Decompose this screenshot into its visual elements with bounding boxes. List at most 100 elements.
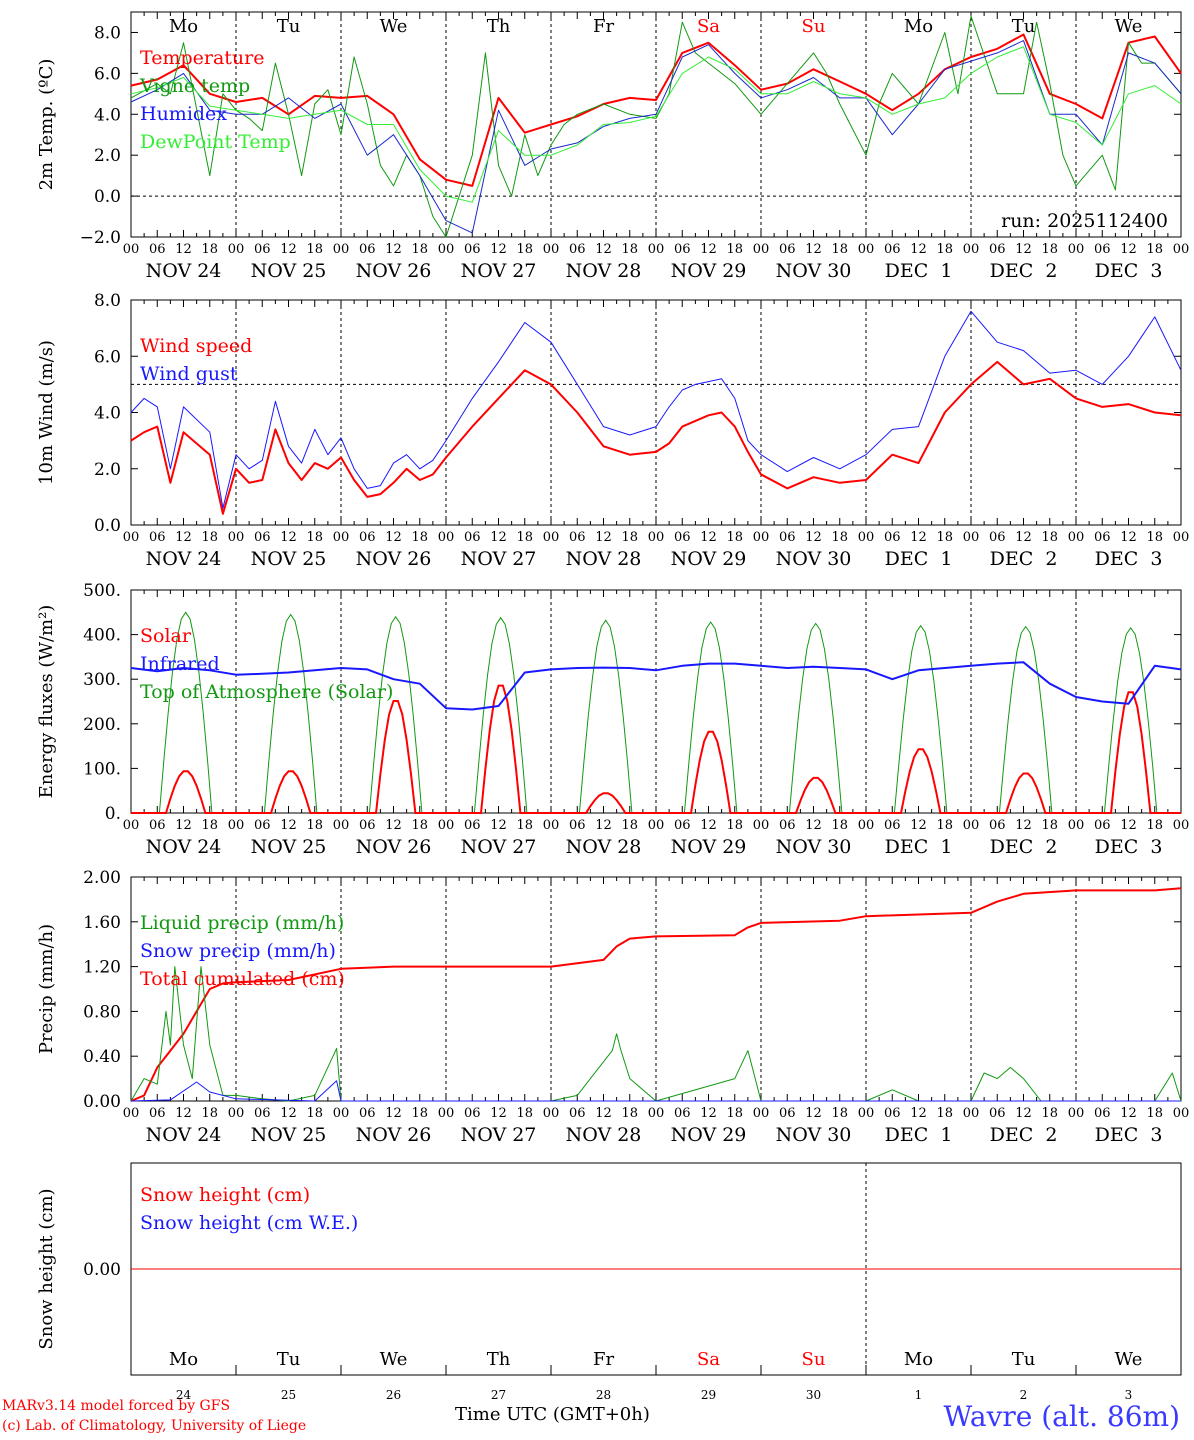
temp-hour-label: 12 bbox=[175, 242, 192, 257]
flux-hour-label: 12 bbox=[805, 818, 822, 833]
precip-hour-label: 06 bbox=[359, 1106, 376, 1121]
snow-y-tick-label: 0.00 bbox=[83, 1260, 121, 1280]
temp-hour-label: 18 bbox=[621, 242, 638, 257]
wind-hour-label: 06 bbox=[884, 530, 901, 545]
precip-date-label: NOV 26 bbox=[356, 1124, 432, 1146]
wind-hour-label: 18 bbox=[516, 530, 533, 545]
day-number-label: 1 bbox=[915, 1388, 923, 1402]
wind-hour-label: 12 bbox=[805, 530, 822, 545]
wind-date-label: NOV 24 bbox=[146, 548, 222, 570]
precip-hour-label: 12 bbox=[910, 1106, 927, 1121]
flux-hour-label: 18 bbox=[621, 818, 638, 833]
precip-hour-label: 00 bbox=[123, 1106, 140, 1121]
flux-hour-label: 12 bbox=[595, 818, 612, 833]
temp-hour-label: 12 bbox=[595, 242, 612, 257]
weekday-label: Su bbox=[802, 1349, 826, 1370]
temp-hour-label: 12 bbox=[490, 242, 507, 257]
day-number-label: 3 bbox=[1125, 1388, 1133, 1402]
wind-hour-label: 06 bbox=[254, 530, 271, 545]
wind-date-label: DEC 3 bbox=[1095, 548, 1163, 570]
precip-hour-label: 06 bbox=[674, 1106, 691, 1121]
temp-legend-entry: Temperature bbox=[140, 47, 264, 69]
flux-series-infrared bbox=[130, 661, 1182, 711]
weekday-label: Mo bbox=[904, 1349, 933, 1370]
temp-date-label: NOV 28 bbox=[566, 260, 642, 282]
precip-hour-label: 00 bbox=[858, 1106, 875, 1121]
weekday-label: We bbox=[380, 1349, 408, 1370]
wind-y-tick-label: 0.0 bbox=[94, 516, 121, 536]
flux-hour-label: 18 bbox=[411, 818, 428, 833]
flux-hour-label: 06 bbox=[779, 818, 796, 833]
precip-date-label: NOV 25 bbox=[251, 1124, 327, 1146]
temp-hour-label: 18 bbox=[726, 242, 743, 257]
temp-y-tick-label: 6.0 bbox=[94, 64, 121, 84]
wind-hour-label: 18 bbox=[936, 530, 953, 545]
weekday-label: Tu bbox=[277, 16, 301, 37]
wind-hour-label: 12 bbox=[595, 530, 612, 545]
flux-date-label: DEC 1 bbox=[885, 836, 953, 858]
temp-frame bbox=[130, 11, 1182, 238]
temp-date-label: DEC 2 bbox=[990, 260, 1058, 282]
flux-hour-label: 00 bbox=[753, 818, 770, 833]
flux-hour-label: 18 bbox=[516, 818, 533, 833]
precip-hour-label: 12 bbox=[385, 1106, 402, 1121]
wind-hour-label: 18 bbox=[201, 530, 218, 545]
wind-hour-label: 18 bbox=[411, 530, 428, 545]
wind-date-label: DEC 2 bbox=[990, 548, 1058, 570]
model-credit: MARv3.14 model forced by GFS bbox=[2, 1398, 231, 1414]
wind-hour-label: 18 bbox=[1041, 530, 1058, 545]
weekday-label: Sa bbox=[697, 16, 720, 37]
flux-hour-label: 06 bbox=[1094, 818, 1111, 833]
temp-hour-label: 12 bbox=[1120, 242, 1137, 257]
precip-legend-entry: Snow precip (mm/h) bbox=[140, 940, 336, 962]
flux-hour-label: 00 bbox=[333, 818, 350, 833]
precip-date-label: NOV 30 bbox=[776, 1124, 852, 1146]
temp-hour-label: 06 bbox=[989, 242, 1006, 257]
precip-hour-label: 06 bbox=[569, 1106, 586, 1121]
time-axis-title: Time UTC (GMT+0h) bbox=[455, 1404, 650, 1425]
day-number-label: 29 bbox=[701, 1388, 716, 1402]
temp-hour-label: 06 bbox=[464, 242, 481, 257]
flux-hour-label: 00 bbox=[858, 818, 875, 833]
flux-y-tick-label: 200. bbox=[83, 715, 121, 735]
flux-date-label: NOV 24 bbox=[146, 836, 222, 858]
wind-hour-label: 00 bbox=[228, 530, 245, 545]
wind-hour-label: 18 bbox=[621, 530, 638, 545]
wind-hour-label: 06 bbox=[464, 530, 481, 545]
flux-hour-label: 00 bbox=[1068, 818, 1085, 833]
flux-y-tick-label: 300. bbox=[83, 670, 121, 690]
flux-date-label: NOV 27 bbox=[461, 836, 537, 858]
wind-date-label: NOV 29 bbox=[671, 548, 747, 570]
snow-legend-entry: Snow height (cm W.E.) bbox=[140, 1212, 358, 1234]
precip-hour-label: 06 bbox=[149, 1106, 166, 1121]
temp-hour-label: 18 bbox=[201, 242, 218, 257]
precip-legend-entry: Liquid precip (mm/h) bbox=[140, 912, 344, 934]
flux-y-tick-label: 100. bbox=[83, 759, 121, 779]
wind-hour-label: 00 bbox=[648, 530, 665, 545]
flux-date-label: NOV 29 bbox=[671, 836, 747, 858]
wind-hour-label: 06 bbox=[569, 530, 586, 545]
precip-hour-label: 06 bbox=[254, 1106, 271, 1121]
precip-series-total-cumulated-cm- bbox=[130, 887, 1182, 1102]
wind-hour-label: 00 bbox=[1068, 530, 1085, 545]
temp-date-label: NOV 26 bbox=[356, 260, 432, 282]
precip-hour-label: 18 bbox=[411, 1106, 428, 1121]
precip-hour-label: 06 bbox=[1094, 1106, 1111, 1121]
flux-hour-label: 06 bbox=[989, 818, 1006, 833]
wind-legend-entry: Wind gust bbox=[140, 363, 238, 385]
wind-hour-label: 00 bbox=[543, 530, 560, 545]
wind-hour-label: 00 bbox=[858, 530, 875, 545]
day-number-label: 27 bbox=[491, 1388, 506, 1402]
temp-hour-label: 06 bbox=[1094, 242, 1111, 257]
wind-hour-label: 00 bbox=[753, 530, 770, 545]
day-number-label: 24 bbox=[176, 1388, 192, 1402]
wind-hour-label: 18 bbox=[831, 530, 848, 545]
wind-hour-label: 12 bbox=[175, 530, 192, 545]
temp-hour-label: 00 bbox=[858, 242, 875, 257]
temp-hour-label: 00 bbox=[543, 242, 560, 257]
wind-hour-label: 00 bbox=[963, 530, 980, 545]
flux-hour-label: 18 bbox=[831, 818, 848, 833]
precip-y-tick-label: 1.60 bbox=[83, 913, 121, 933]
precip-hour-label: 18 bbox=[516, 1106, 533, 1121]
flux-hour-label: 12 bbox=[175, 818, 192, 833]
